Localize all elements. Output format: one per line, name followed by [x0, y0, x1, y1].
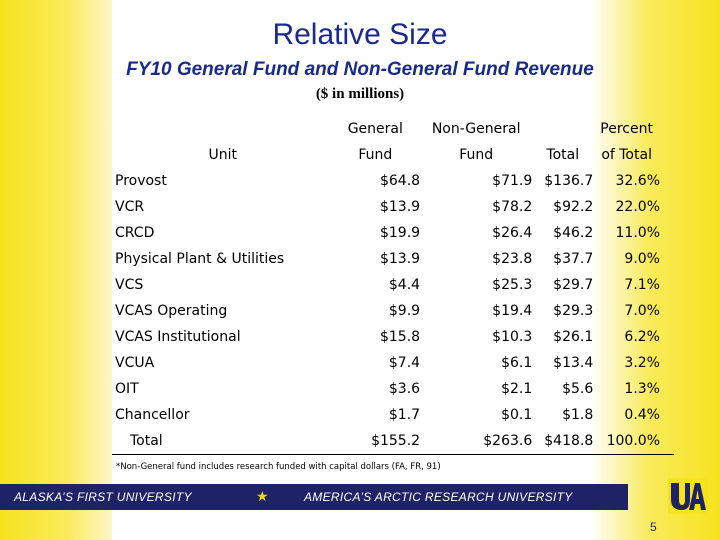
table-row: VCR $13.9 $78.2 $92.2 22.0%: [112, 194, 674, 220]
cell-nongeneral: $25.3: [492, 277, 533, 293]
cell-percent: 3.2%: [624, 355, 660, 371]
cell-percent: 9.0%: [624, 251, 660, 267]
table-row: CRCD $19.9 $26.4 $46.2 11.0%: [112, 220, 674, 246]
total-row: Total $155.2 $263.6 $418.8 100.0%: [112, 428, 674, 455]
cell-nongeneral: $2.1: [501, 381, 533, 397]
cell-total: $46.2: [553, 225, 594, 241]
header-nongeneral-2: Fund: [459, 147, 494, 163]
table-row: VCAS Operating $9.9 $19.4 $29.3 7.0%: [112, 298, 674, 324]
footnote: *Non-General fund includes research fund…: [116, 462, 441, 472]
header-row-1: General Non-General Percent: [112, 116, 674, 142]
header-unit-2: Unit: [208, 147, 238, 163]
header-row-2: Unit Fund Fund Total of Total: [112, 142, 674, 168]
cell-general: $1.7: [388, 407, 421, 423]
header-nongeneral-1: Non-General: [431, 121, 521, 137]
total-label: Total: [112, 428, 331, 455]
header-unit-1: [112, 116, 331, 142]
cell-total: $13.4: [553, 355, 594, 371]
cell-unit: Physical Plant & Utilities: [115, 251, 285, 267]
table-row: Provost $64.8 $71.9 $136.7 32.6%: [112, 168, 674, 194]
cell-unit: VCAS Operating: [115, 303, 228, 319]
total-total: $418.8: [532, 428, 594, 455]
units-note: ($ in millions): [315, 86, 405, 102]
slide-subtitle: FY10 General Fund and Non-General Fund R…: [126, 59, 594, 80]
cell-percent: 1.3%: [624, 381, 660, 397]
table-row: Chancellor $1.7 $0.1 $1.8 0.4%: [112, 402, 674, 428]
uaf-logo-text: UAF: [688, 498, 690, 501]
table-row: Physical Plant & Utilities $13.9 $23.8 $…: [112, 246, 674, 272]
table-row: VCUA $7.4 $6.1 $13.4 3.2%: [112, 350, 674, 376]
cell-total: $92.2: [553, 199, 594, 215]
cell-nongeneral: $26.4: [492, 225, 533, 241]
cell-general: $19.9: [379, 225, 421, 241]
cell-total: $26.1: [553, 329, 594, 345]
left-yellow-band: [0, 0, 112, 540]
cell-general: $64.8: [379, 173, 421, 189]
star-icon: ★: [256, 488, 269, 504]
cell-percent: 6.2%: [624, 329, 660, 345]
cell-unit: VCAS Institutional: [115, 329, 241, 345]
cell-percent: 22.0%: [615, 199, 660, 215]
cell-nongeneral: $78.2: [492, 199, 533, 215]
cell-nongeneral: $71.9: [492, 173, 533, 189]
header-general-2: Fund: [358, 147, 393, 163]
cell-total: $29.3: [553, 303, 594, 319]
cell-nongeneral: $0.1: [501, 407, 533, 423]
cell-total: $37.7: [553, 251, 594, 267]
footer-bar: [0, 484, 628, 510]
total-general: $155.2: [330, 428, 421, 455]
cell-total: $1.8: [562, 407, 594, 423]
table-row: VCS $4.4 $25.3 $29.7 7.1%: [112, 272, 674, 298]
total-percent: 100.0%: [593, 428, 674, 455]
cell-percent: 32.6%: [615, 173, 660, 189]
cell-unit: VCR: [115, 199, 145, 215]
cell-nongeneral: $6.1: [501, 355, 533, 371]
cell-nongeneral: $23.8: [492, 251, 533, 267]
cell-general: $13.9: [379, 251, 421, 267]
table-row: OIT $3.6 $2.1 $5.6 1.3%: [112, 376, 674, 402]
total-nongeneral: $263.6: [420, 428, 533, 455]
cell-unit: VCS: [115, 277, 144, 293]
revenue-table: General Non-General Percent Unit Fund Fu…: [112, 116, 674, 455]
cell-unit: VCUA: [115, 355, 155, 371]
footer-right-text: AMERICA’S ARCTIC RESEARCH UNIVERSITY: [304, 490, 573, 504]
header-percent-1: Percent: [600, 121, 653, 137]
cell-nongeneral: $10.3: [492, 329, 533, 345]
header-general-1: General: [347, 121, 403, 137]
cell-unit: OIT: [115, 381, 139, 397]
cell-percent: 7.0%: [624, 303, 660, 319]
table-row: VCAS Institutional $15.8 $10.3 $26.1 6.2…: [112, 324, 674, 350]
cell-percent: 11.0%: [615, 225, 660, 241]
cell-total: $5.6: [562, 381, 594, 397]
header-percent-2: of Total: [601, 147, 652, 163]
footer-left-text: ALASKA’S FIRST UNIVERSITY: [14, 490, 192, 504]
cell-general: $4.4: [388, 277, 421, 293]
cell-percent: 7.1%: [624, 277, 660, 293]
cell-unit: Provost: [115, 173, 167, 189]
cell-general: $13.9: [379, 199, 421, 215]
cell-nongeneral: $19.4: [492, 303, 533, 319]
cell-general: $9.9: [388, 303, 421, 319]
header-total-2: Total: [546, 147, 580, 163]
cell-total: $29.7: [553, 277, 594, 293]
cell-unit: CRCD: [115, 225, 155, 241]
cell-general: $7.4: [388, 355, 421, 371]
cell-percent: 0.4%: [624, 407, 660, 423]
slide-title: Relative Size: [272, 18, 448, 51]
uaf-logo: UAF: [668, 478, 708, 514]
cell-general: $15.8: [379, 329, 421, 345]
cell-unit: Chancellor: [115, 407, 190, 423]
cell-total: $136.7: [544, 173, 594, 189]
page-number: 5: [650, 520, 657, 534]
header-total-1: [532, 116, 593, 142]
cell-general: $3.6: [388, 381, 421, 397]
